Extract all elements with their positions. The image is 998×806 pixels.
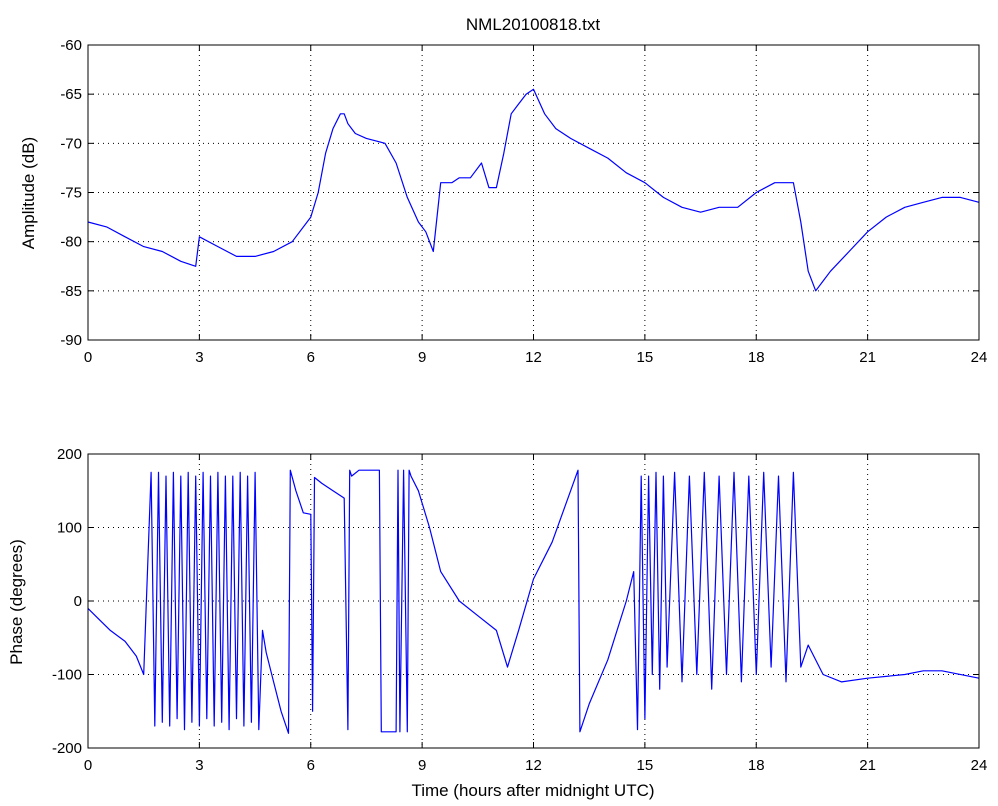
phase-xtick-label: 0 <box>84 757 92 774</box>
amplitude-ylabel: Amplitude (dB) <box>19 137 38 249</box>
amplitude-panel: NML20100818.txt Amplitude (dB) 0 3 6 9 12 15 1… <box>19 15 987 366</box>
phase-ytick-label: -100 <box>52 667 82 684</box>
amplitude-ytick-label: -60 <box>60 37 82 54</box>
amplitude-xtick-label: 21 <box>859 349 876 366</box>
phase-xtick-label: 12 <box>525 757 542 774</box>
phase-xtick-label: 3 <box>195 757 203 774</box>
phase-series-line <box>87 469 980 734</box>
phase-xtick-label: 24 <box>971 757 988 774</box>
amplitude-grid <box>88 45 979 340</box>
phase-ytick-label: 0 <box>74 593 82 610</box>
amplitude-axes-box <box>87 44 980 341</box>
amplitude-ytick-label: -70 <box>60 135 82 152</box>
amplitude-xtick-label: 0 <box>84 349 92 366</box>
phase-xlabel: Time (hours after midnight UTC) <box>411 781 654 800</box>
amplitude-xtick-label: 12 <box>525 349 542 366</box>
phase-xtick-label: 21 <box>859 757 876 774</box>
amplitude-series-line <box>87 88 980 292</box>
amplitude-ticks: 0 3 6 9 12 15 18 21 24 -90 -85 -80 -75 -70 -65 -60 <box>60 37 987 366</box>
phase-series-layer <box>87 469 980 734</box>
amplitude-ytick-label: -75 <box>60 185 82 202</box>
amplitude-xtick-label: 15 <box>637 349 654 366</box>
amplitude-ytick-label: -85 <box>60 283 82 300</box>
amplitude-xtick-label: 18 <box>748 349 765 366</box>
amplitude-xtick-label: 3 <box>195 349 203 366</box>
phase-ytick-label: -200 <box>52 740 82 757</box>
phase-ytick-label: 100 <box>57 520 82 537</box>
phase-ticks: 0 3 6 9 12 15 18 21 24 -200 -100 0 100 200 <box>52 446 987 774</box>
phase-panel: Time (hours after midnight UTC) Phase (d… <box>7 446 987 800</box>
phase-xtick-label: 15 <box>637 757 654 774</box>
chart-title: NML20100818.txt <box>466 15 600 34</box>
amplitude-xtick-label: 9 <box>418 349 426 366</box>
phase-xtick-label: 6 <box>307 757 315 774</box>
amplitude-ytick-label: -90 <box>60 332 82 349</box>
phase-xtick-label: 9 <box>418 757 426 774</box>
phase-axes-box <box>87 453 980 749</box>
amplitude-series-layer <box>87 88 980 292</box>
phase-xtick-label: 18 <box>748 757 765 774</box>
amplitude-xtick-label: 6 <box>307 349 315 366</box>
amplitude-ytick-label: -65 <box>60 86 82 103</box>
phase-ylabel: Phase (degrees) <box>7 539 26 665</box>
phase-ytick-label: 200 <box>57 446 82 463</box>
amplitude-ytick-label: -80 <box>60 234 82 251</box>
amplitude-xtick-label: 24 <box>971 349 988 366</box>
